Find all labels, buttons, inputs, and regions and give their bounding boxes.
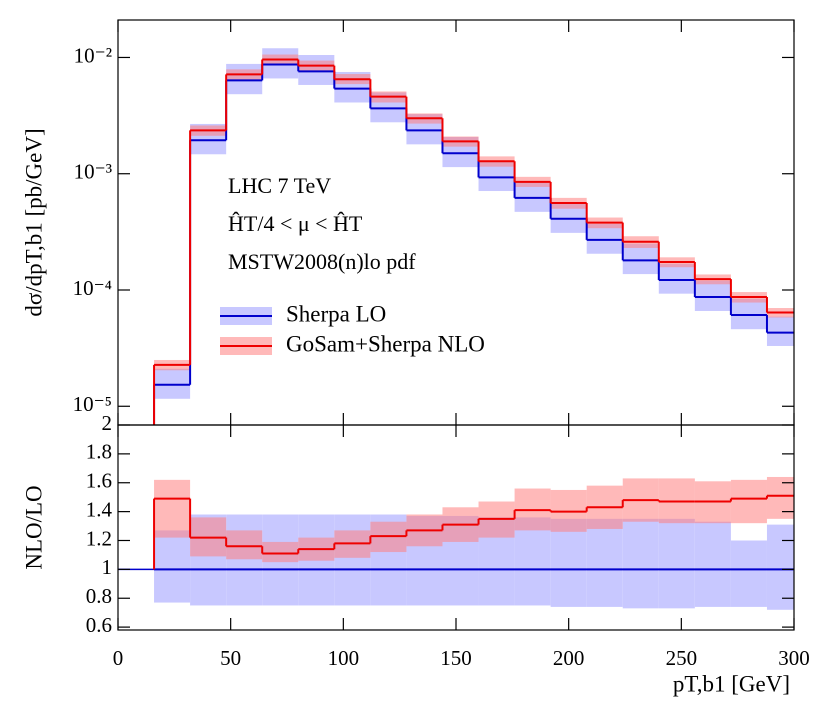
uncertainty-band	[766, 524, 794, 610]
y-axis-label: NLO/LO	[21, 485, 46, 569]
x-tick-label: 50	[220, 646, 241, 670]
y-tick-label: 2	[102, 411, 113, 435]
annotation: LHC 7 TeV	[228, 173, 331, 198]
x-tick-label: 300	[778, 646, 810, 670]
uncertainty-band	[622, 518, 659, 609]
y-tick-label: 10⁻³	[74, 160, 112, 184]
x-tick-label: 100	[328, 646, 360, 670]
y-tick-label: 0.6	[86, 613, 112, 637]
uncertainty-band	[334, 514, 371, 606]
uncertainty-band	[262, 541, 299, 563]
uncertainty-band	[226, 514, 263, 606]
y-tick-label: 10⁻⁵	[73, 392, 112, 416]
x-axis-label: pT,b1 [GeV]	[673, 671, 790, 696]
plot-frame	[117, 19, 795, 426]
x-tick-label: 200	[553, 646, 585, 670]
uncertainty-band	[226, 530, 263, 560]
uncertainty-band	[154, 479, 191, 538]
y-axis-label: dσ/dpT,b1 [pb/GeV]	[21, 128, 46, 316]
x-tick-label: 150	[440, 646, 472, 670]
uncertainty-band	[730, 479, 767, 524]
y-tick-label: 1	[102, 555, 113, 579]
x-tick-label: 250	[666, 646, 698, 670]
uncertainty-band	[514, 517, 551, 606]
y-tick-label: 1.4	[86, 497, 113, 521]
uncertainty-band	[586, 518, 623, 607]
uncertainty-band	[658, 518, 695, 609]
uncertainty-band	[730, 540, 767, 607]
uncertainty-band	[586, 223, 623, 254]
annotation: MSTW2008(n)lo pdf	[228, 249, 416, 274]
legend-label: Sherpa LO	[286, 301, 386, 326]
uncertainty-band	[766, 316, 794, 346]
y-tick-label: 1.8	[86, 440, 112, 464]
uncertainty-band	[622, 243, 659, 275]
y-tick-label: 0.8	[86, 584, 112, 608]
uncertainty-band	[550, 518, 587, 607]
x-tick-label: 0	[113, 646, 124, 670]
uncertainty-band	[154, 530, 191, 603]
uncertainty-band	[694, 521, 731, 607]
y-tick-label: 1.6	[86, 469, 112, 493]
uncertainty-band	[694, 280, 731, 311]
uncertainty-band	[154, 368, 191, 399]
legend-label: GoSam+Sherpa NLO	[286, 331, 485, 356]
uncertainty-band	[658, 263, 695, 294]
y-tick-label: 10⁻⁴	[73, 276, 112, 300]
y-tick-label: 1.2	[86, 526, 112, 550]
y-tick-label: 10⁻²	[74, 43, 112, 67]
annotation: ĤT/4 < μ < ĤT	[228, 211, 363, 236]
